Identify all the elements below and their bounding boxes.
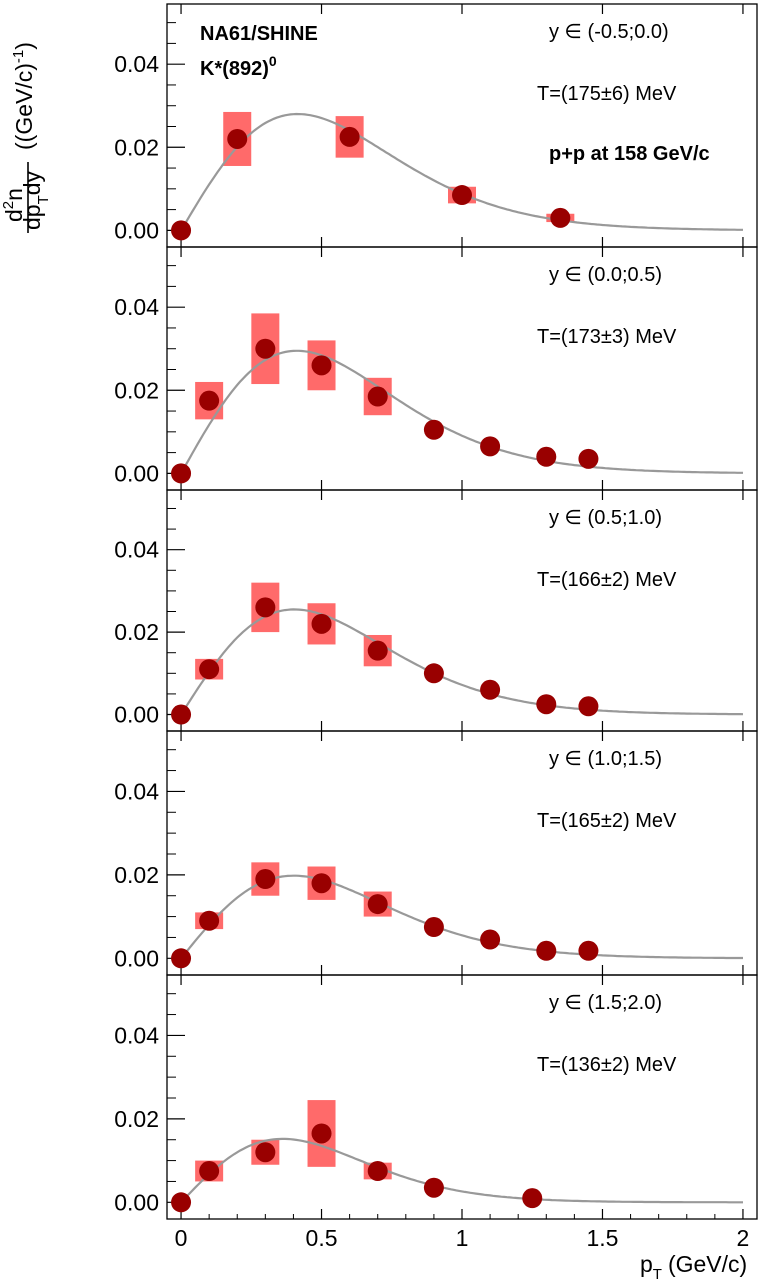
y-tick-label: 0.00 [114,702,159,728]
data-point [311,1123,332,1144]
panels-group: 0.000.020.04y ∈ (-0.5;0.0)T=(175±6) MeV0… [114,3,758,1251]
data-point [227,128,248,149]
data-point [199,390,220,411]
y-tick-label: 0.04 [114,294,159,320]
panel-3: 0.00 0.02 0.04 y ∈ (0.5;1.0) T=(166±2) MeV [114,489,758,732]
data-point [423,917,444,938]
data-point [199,910,220,931]
y-tick-label: 0.04 [114,1022,159,1048]
temperature-label: T=(136±2) MeV [537,1054,677,1076]
experiment-label: NA61/SHINE [200,23,318,45]
data-point [367,386,388,407]
data-point [311,613,332,634]
temperature-label: T=(173±3) MeV [537,326,677,348]
data-point [171,704,192,725]
data-point [311,355,332,376]
y-tick-label: 0.00 [114,1189,159,1215]
y-axis-unit: ((GeV/c)-1) [10,42,37,150]
y-tick-label: 0.00 [114,217,159,243]
temperature-label: T=(175±6) MeV [537,83,677,105]
data-point [480,436,501,457]
temperature-label: T=(165±2) MeV [537,810,677,832]
data-point [367,1161,388,1182]
y-tick-label: 0.02 [114,619,159,645]
y-tick-label: 0.00 [114,945,159,971]
y-tick-label: 0.00 [114,460,159,486]
data-point [339,126,360,147]
data-point [171,463,192,484]
data-point [480,679,501,700]
data-point [522,1188,543,1209]
y-tick-label: 0.04 [114,51,159,77]
y-tick-label: 0.04 [114,778,159,804]
panel-2: 0.00 0.02 0.04 y ∈ (0.0;0.5) T=(173±3) MeV [114,246,758,491]
rapidity-label: y ∈ (1.5;2.0) [549,992,662,1014]
data-point [578,448,599,469]
rapidity-label: y ∈ (-0.5;0.0) [549,21,669,43]
data-point [367,894,388,915]
data-point [255,869,276,890]
data-point [311,873,332,894]
data-point [536,940,557,961]
data-point [255,597,276,618]
y-axis-fraction-denominator: dpTdy [19,170,52,230]
panel-4: 0.00 0.02 0.04 y ∈ (1.0;1.5) T=(165±2) MeV [114,730,758,976]
fit-curve [180,349,743,474]
panel-5: 0.00 0.02 0.04 y ∈ (1.5;2.0) T=(136±2) MeV [114,974,758,1220]
data-point [255,338,276,359]
temperature-label: T=(166±2) MeV [537,569,677,591]
data-point [536,694,557,715]
data-point [423,1177,444,1198]
data-point [367,640,388,661]
system-label: p+p at 158 GeV/c [549,143,710,165]
x-axis-title: pT (GeV/c) [640,1251,747,1283]
y-tick-label: 0.02 [114,1106,159,1132]
panel-1: 0.00 0.02 0.04 y ∈ (-0.5;0.0) T=(175±6) MeV [114,3,758,248]
data-point [536,446,557,467]
x-tick-label: 1.5 [586,1225,618,1251]
x-tick-label: 0 [175,1225,188,1251]
data-point [171,1192,192,1213]
rapidity-label: y ∈ (0.5;1.0) [549,507,662,529]
data-point [578,696,599,717]
data-point [550,207,571,228]
data-point [199,1161,220,1182]
data-point [480,929,501,950]
panel-frame [166,730,758,976]
y-axis-title: dpTdy d2n ((GeV/c)-1) [0,42,52,233]
particle-name: K*(892) [200,58,269,80]
fit-curve [180,1137,743,1204]
y-tick-label: 0.02 [114,862,159,888]
data-point [423,419,444,440]
y-tick-label: 0.02 [114,377,159,403]
data-point [199,659,220,680]
x-tick-label: 2 [737,1225,750,1251]
particle-superscript: 0 [269,53,277,69]
panel-frame [166,974,758,1220]
rapidity-label: y ∈ (1.0;1.5) [549,748,662,770]
data-point [171,948,192,969]
y-tick-label: 0.02 [114,134,159,160]
y-axis-fraction-numerator: d2n [0,188,27,222]
y-tick-label: 0.04 [114,537,159,563]
fit-curve [180,112,743,231]
particle-label: K*(892)0 [200,53,277,80]
data-point [171,220,192,241]
data-point [423,663,444,684]
data-point [452,185,472,206]
data-point [255,1142,276,1163]
fit-curve [180,608,744,716]
data-point [578,940,599,961]
x-tick-label: 0.5 [306,1225,338,1251]
x-tick-label: 1 [456,1225,469,1251]
rapidity-label: y ∈ (0.0;0.5) [549,264,662,286]
